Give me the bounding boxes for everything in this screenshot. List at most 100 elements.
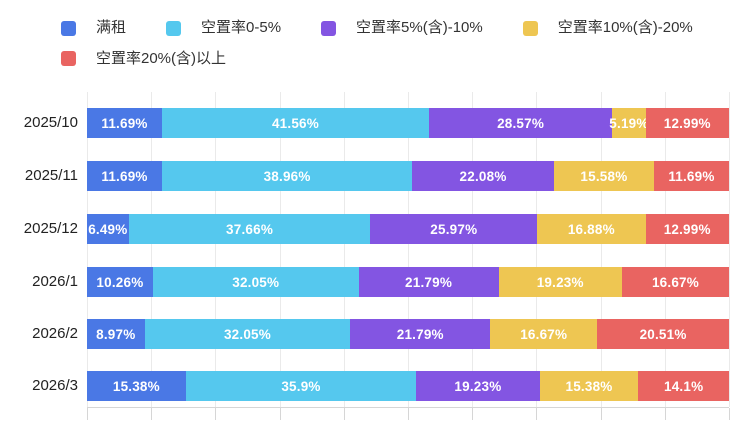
bar-segment[interactable]: 16.67% [490,319,598,349]
legend-label: 满租 [96,19,127,36]
gridline [343,92,345,407]
bar-segment[interactable]: 20.51% [597,319,729,349]
bar-segment[interactable]: 16.88% [537,214,646,244]
gridline [151,92,153,407]
bar-value-label: 11.69% [101,168,148,184]
bar-value-label: 19.23% [536,274,584,290]
bar-segment[interactable]: 15.38% [87,371,186,401]
bar-value-label: 15.58% [580,168,628,184]
bar-value-label: 16.67% [651,274,699,290]
axis-tick [408,408,409,420]
legend-item-4[interactable]: 空置率20%(含)以上 [61,49,227,68]
axis-tick [600,408,602,420]
axis-tick [279,408,281,420]
gridline [729,92,730,407]
bar-segment[interactable]: 38.96% [162,161,413,191]
bar-segment[interactable]: 10.26% [87,267,153,297]
bar-segment[interactable]: 14.1% [638,371,729,401]
bar-row-2025-10: 11.69% 41.56% 28.57% 5.19% 12.99% [87,108,729,138]
axis-tick [729,408,730,420]
category-label: 2026/1 [32,273,78,290]
axis-tick [664,408,666,420]
bar-segment[interactable]: 19.23% [416,371,540,401]
bar-value-label: 32.05% [223,326,271,342]
axis-tick [215,408,217,420]
bar-segment[interactable]: 37.66% [128,214,371,244]
bar-segment[interactable]: 15.38% [539,371,639,401]
bar-row-2026-3: 15.38% 35.9% 19.23% 15.38% 14.1% [87,371,729,401]
bar-value-label: 25.97% [430,221,478,237]
bar-value-label: 8.97% [96,326,136,342]
gridline [472,92,474,407]
bar-segment[interactable]: 25.97% [370,214,538,244]
bar-row-2026-2: 8.97% 32.05% 21.79% 16.67% 20.51% [87,319,729,349]
bar-value-label: 5.19% [609,115,649,131]
axis-tick [87,408,88,420]
axis-tick [151,408,153,420]
bar-value-label: 37.66% [226,221,274,237]
bar-value-label: 11.69% [101,115,148,131]
bar-row-2025-11: 11.69% 38.96% 22.08% 15.58% 11.69% [87,161,729,191]
bar-segment[interactable]: 21.79% [350,319,491,349]
category-label: 2026/2 [32,325,78,342]
category-label: 2025/12 [23,220,78,237]
legend-label: 空置率0-5% [201,19,282,36]
bar-value-label: 41.56% [271,115,319,131]
axis-tick [536,408,538,420]
gridline [600,92,602,407]
legend-item-1[interactable]: 空置率0-5% [166,19,282,37]
bar-value-label: 14.1% [664,378,704,394]
bar-value-label: 28.57% [497,115,545,131]
bar-segment[interactable]: 32.05% [152,267,359,297]
bar-segment[interactable]: 41.56% [162,108,429,138]
bar-segment[interactable]: 15.58% [553,161,654,191]
gridline [536,92,538,407]
bar-segment[interactable]: 12.99% [645,108,729,138]
bar-value-label: 22.08% [459,168,507,184]
bar-value-label: 20.51% [639,326,687,342]
bar-value-label: 12.99% [663,221,711,237]
bar-value-label: 19.23% [454,378,502,394]
bar-value-label: 21.79% [405,274,453,290]
bar-segment[interactable]: 28.57% [428,108,613,138]
legend-item-3[interactable]: 空置率10%(含)-20% [522,19,693,37]
plot-area: 11.69% 41.56% 28.57% 5.19% 12.99% 11.69% 38.96… [87,92,730,420]
legend-label: 空置率20%(含)以上 [96,49,227,67]
gridline [664,92,666,407]
legend-swatch-icon [61,20,76,36]
category-label: 2025/11 [24,167,78,184]
bar-segment[interactable]: 11.69% [87,161,163,191]
bar-value-label: 12.99% [663,115,711,131]
bar-segment[interactable]: 21.79% [358,267,499,297]
bar-value-label: 16.67% [520,326,568,342]
bar-segment[interactable]: 32.05% [144,319,351,349]
bar-segment[interactable]: 12.99% [645,214,729,244]
bar-segment[interactable]: 22.08% [412,161,554,191]
category-label: 2025/10 [23,114,78,131]
axis-tick [472,408,474,420]
bar-segment[interactable]: 11.69% [653,161,729,191]
axis-tick [343,408,345,420]
bar-segment[interactable]: 8.97% [87,319,145,349]
legend-swatch-icon [166,20,182,36]
bar-segment[interactable]: 16.67% [621,267,729,297]
bar-value-label: 11.69% [668,168,715,184]
legend-swatch-icon [522,20,538,36]
legend-item-2[interactable]: 空置率5%(含)-10% [321,19,483,37]
bar-segment[interactable]: 35.9% [185,371,417,401]
bar-value-label: 15.38% [112,378,160,394]
bar-value-label: 32.05% [232,274,280,290]
bar-value-label: 38.96% [263,168,311,184]
bar-segment[interactable]: 5.19% [609,108,649,138]
gridline [408,92,409,407]
bar-segment[interactable]: 11.69% [87,108,163,138]
bar-value-label: 35.9% [281,378,321,394]
bar-row-2026-1: 10.26% 32.05% 21.79% 19.23% 16.67% [87,267,729,297]
bar-segment[interactable]: 19.23% [498,267,622,297]
gridline [87,92,88,407]
gridline [215,92,217,407]
bar-segment[interactable]: 6.49% [87,214,129,244]
legend: 满租 空置率0-5% 空置率5%(含)-10% 空置率10%(含)-20% 空置率20%… [61,19,723,68]
legend-item-0[interactable]: 满租 [61,19,127,37]
